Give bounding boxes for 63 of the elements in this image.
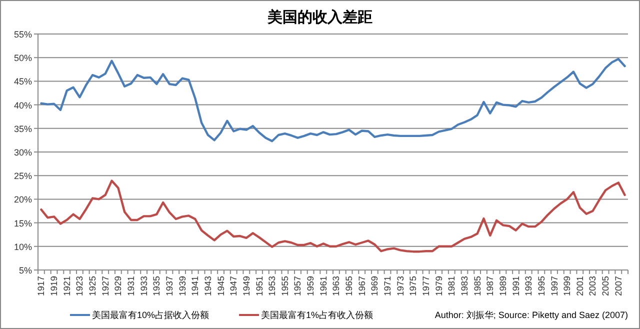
x-tick-label: 1997	[549, 276, 560, 296]
x-tick-label: 1933	[138, 276, 149, 296]
x-tick-label: 2003	[588, 276, 598, 296]
x-tick-label: 1931	[126, 276, 136, 296]
x-tick-label: 1917	[36, 276, 46, 296]
x-tick-label: 1999	[562, 276, 572, 296]
text: Author: 刘振华; Source: Piketty and Saez (2007)	[434, 310, 628, 320]
line-series	[40, 180, 626, 253]
x-tick-label: 1943	[202, 276, 213, 296]
x-tick-label: 1965	[344, 276, 354, 296]
x-tick-label: 1941	[190, 276, 200, 296]
x-tick-label: 1963	[331, 276, 342, 296]
x-tick-label: 1961	[318, 276, 328, 296]
x-tick-label: 1981	[446, 276, 457, 296]
x-tick-label: 1959	[306, 276, 316, 296]
x-tick-label: 2007	[613, 276, 624, 296]
y-tick-label: 30%	[14, 148, 32, 158]
x-tick-label: 1929	[113, 276, 124, 296]
x-tick-label: 1977	[420, 276, 431, 296]
x-tick-label: 1923	[74, 276, 85, 296]
y-tick-label: 45%	[14, 76, 32, 87]
y-tick-label: 55%	[14, 30, 32, 40]
x-tick-label: 1945	[216, 276, 226, 296]
x-tick-label: 1953	[267, 276, 278, 296]
x-tick-label: 2005	[600, 276, 611, 296]
x-tick-label: 1951	[254, 276, 264, 296]
x-tick-label: 1985	[472, 276, 482, 296]
x-tick-label: 1939	[177, 276, 188, 296]
x-tick-label: 1925	[88, 276, 98, 296]
y-tick-label: 5%	[18, 266, 32, 276]
x-tick-label: 1957	[292, 276, 303, 296]
y-tick-label: 35%	[14, 124, 32, 134]
x-tick-label: 1987	[485, 276, 496, 296]
x-tick-label: 1955	[280, 276, 290, 296]
x-tick-label: 1983	[459, 276, 470, 296]
x-tick-label: 1947	[228, 276, 239, 296]
x-tick-label: 1993	[524, 276, 534, 296]
x-tick-label: 1949	[241, 276, 252, 296]
x-tick-label: 2001	[574, 276, 585, 296]
x-tick-label: 1969	[370, 276, 380, 296]
x-tick-label: 1921	[62, 276, 72, 296]
x-tick-label: 1979	[434, 276, 444, 296]
x-tick-label: 1973	[395, 276, 406, 296]
line-series	[40, 58, 626, 142]
x-tick-label: 1975	[408, 276, 418, 296]
x-tick-label: 1971	[382, 276, 393, 296]
x-tick-label: 1995	[536, 276, 546, 296]
x-tick-label: 1967	[356, 276, 367, 296]
y-tick-label: 40%	[14, 100, 32, 110]
y-tick-label: 10%	[14, 242, 32, 252]
x-tick-label: 1989	[498, 276, 508, 296]
legend-label: 美国最富有1%占有收入份额	[261, 310, 374, 320]
x-tick-label: 1919	[49, 276, 60, 296]
x-tick-label: 1991	[510, 276, 521, 296]
y-tick-label: 15%	[14, 218, 32, 228]
legend-label: 美国最富有10%占据收入份额	[92, 310, 210, 320]
y-tick-label: 50%	[14, 53, 32, 64]
x-tick-label: 1937	[164, 276, 174, 296]
x-tick-label: 1935	[152, 276, 162, 296]
chart-title: 美国的收入差距	[266, 8, 372, 26]
y-tick-label: 20%	[14, 194, 32, 205]
x-tick-label: 1927	[100, 276, 110, 296]
y-tick-label: 25%	[14, 171, 32, 182]
